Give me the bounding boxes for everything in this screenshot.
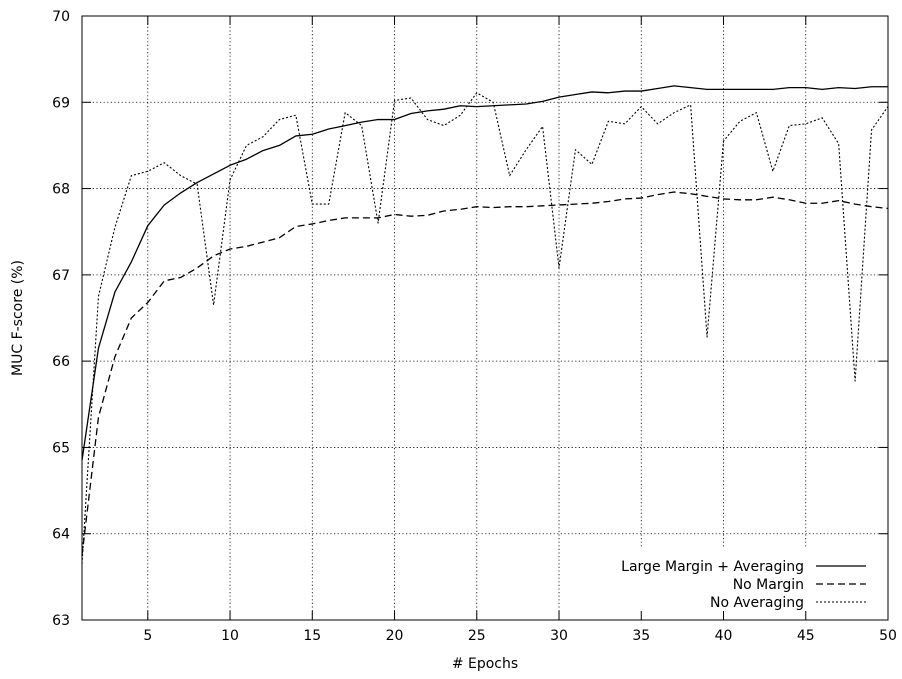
legend-label-2: No Margin: [733, 577, 804, 593]
x-tick-label: 5: [143, 628, 152, 644]
y-tick-label: 69: [52, 95, 70, 111]
series-line-1: [81, 85, 888, 461]
legend-label-3: No Averaging: [710, 595, 804, 611]
legend-label-1: Large Margin + Averaging: [621, 559, 804, 575]
series-group: [81, 85, 889, 564]
x-tick-label: 15: [303, 628, 321, 644]
legend: Large Margin + Averaging No Margin No Aver…: [621, 559, 866, 611]
y-tick-label: 67: [52, 268, 70, 284]
x-tick-label: 40: [715, 628, 733, 644]
y-tick-label: 68: [52, 182, 70, 198]
y-tick-label: 63: [52, 613, 70, 629]
x-tick-label: 25: [468, 628, 486, 644]
y-tick-label: 65: [52, 440, 70, 456]
plot-frame: [81, 15, 889, 621]
series-line-2: [81, 191, 889, 556]
x-tick-label: 35: [632, 628, 650, 644]
x-tick-label: 30: [550, 628, 568, 644]
y-axis-title: MUC F-score (%): [10, 260, 26, 376]
y-tick-label: 70: [52, 9, 70, 25]
x-tick-label: 50: [879, 628, 897, 644]
ticks-group: 5 10 15 20 25 30 35 40 45 50 63 64 65 66 67 68 69 70: [52, 9, 897, 644]
x-tick-label: 20: [386, 628, 404, 644]
x-tick-label: 10: [221, 628, 239, 644]
x-axis-title: # Epochs: [452, 656, 518, 672]
y-tick-label: 64: [52, 527, 70, 543]
grid: [82, 16, 888, 620]
y-tick-label: 66: [52, 354, 70, 370]
x-tick-label: 45: [797, 628, 815, 644]
